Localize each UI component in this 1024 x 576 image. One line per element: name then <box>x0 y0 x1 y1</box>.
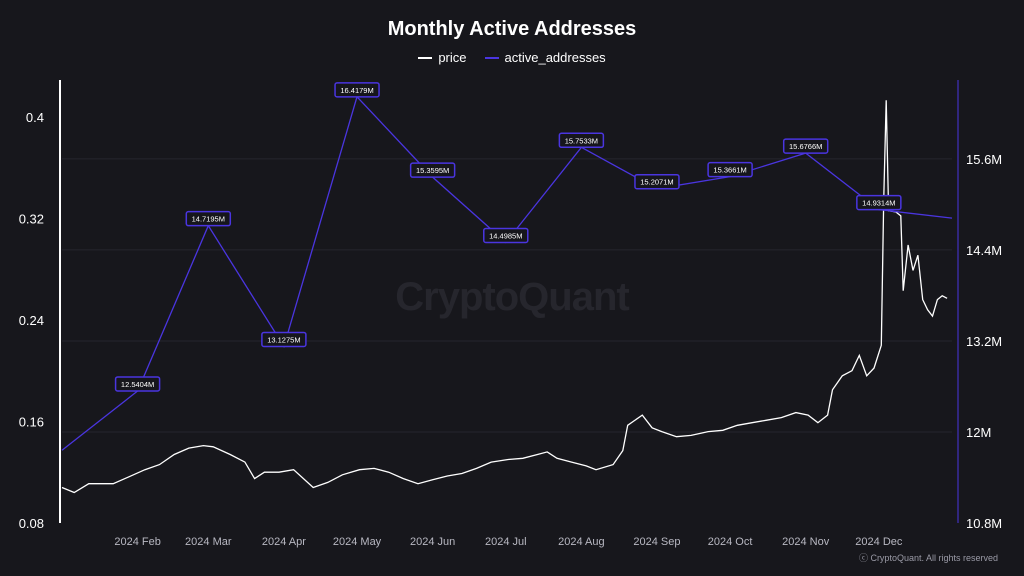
data-label-box <box>185 210 232 227</box>
y-right-tick-label: 10.8M <box>966 516 1002 531</box>
x-tick-label: 2024 Mar <box>185 536 232 548</box>
x-tick-label: 2024 May <box>333 536 382 548</box>
y-left-tick-label: 0.32 <box>19 211 44 226</box>
x-tick-label: 2024 Aug <box>558 536 605 548</box>
data-label-box <box>334 82 380 98</box>
data-label: 15.7533M <box>565 136 598 145</box>
data-label-box <box>707 161 753 178</box>
data-label-box <box>114 376 161 392</box>
y-left-tick-label: 0.16 <box>19 414 44 429</box>
data-label: 15.2071M <box>640 178 673 187</box>
y-left-tick-label: 0.08 <box>19 516 44 531</box>
legend-label: price <box>438 50 467 65</box>
y-right-tick-label: 15.6M <box>966 152 1002 167</box>
x-tick-label: 2024 Sep <box>633 536 680 548</box>
legend-item-price[interactable]: price <box>418 50 467 65</box>
legend: price active_addresses <box>0 50 1024 65</box>
watermark: CryptoQuant <box>395 275 629 319</box>
y-right-tick-label: 13.2M <box>966 334 1002 349</box>
legend-label: active_addresses <box>504 50 606 65</box>
data-label: 13.1275M <box>267 335 300 344</box>
x-tick-label: 2024 Dec <box>855 536 903 548</box>
data-label: 16.4179M <box>340 86 373 95</box>
data-label: 14.9314M <box>862 199 895 208</box>
data-label: 15.6766M <box>789 142 822 151</box>
legend-swatch <box>418 56 433 59</box>
price-line <box>61 100 948 494</box>
x-tick-label: 2024 Feb <box>114 536 160 548</box>
x-tick-label: 2024 Jun <box>410 536 455 548</box>
x-tick-label: 2024 Nov <box>782 536 830 548</box>
data-label: 12.5404M <box>121 380 154 389</box>
legend-swatch <box>484 56 499 59</box>
chart-title: Monthly Active Addresses <box>387 18 637 40</box>
data-label-box <box>856 194 902 211</box>
data-label-box <box>409 162 456 178</box>
data-label-box <box>634 173 680 190</box>
x-tick-label: 2024 Jul <box>485 536 527 548</box>
x-tick-label: 2024 Oct <box>708 536 753 548</box>
y-right-tick-label: 12M <box>966 425 991 440</box>
data-label: 15.3595M <box>416 166 449 175</box>
footer-copyright: ⓒ CryptoQuant. All rights reserved <box>858 553 998 563</box>
y-left-tick-label: 0.24 <box>19 313 44 328</box>
data-label-box <box>558 132 605 149</box>
data-label-box <box>782 138 829 154</box>
legend-item-active-addresses[interactable]: active_addresses <box>484 50 606 65</box>
y-right-tick-label: 14.4M <box>966 243 1002 258</box>
x-tick-label: 2024 Apr <box>262 536 306 548</box>
data-label: 14.7195M <box>192 215 225 224</box>
data-label: 14.4985M <box>489 231 522 240</box>
y-left-tick-label: 0.4 <box>26 110 44 125</box>
data-label-box <box>483 227 529 244</box>
data-label: 15.3661M <box>713 166 746 175</box>
data-label-box <box>261 331 307 348</box>
